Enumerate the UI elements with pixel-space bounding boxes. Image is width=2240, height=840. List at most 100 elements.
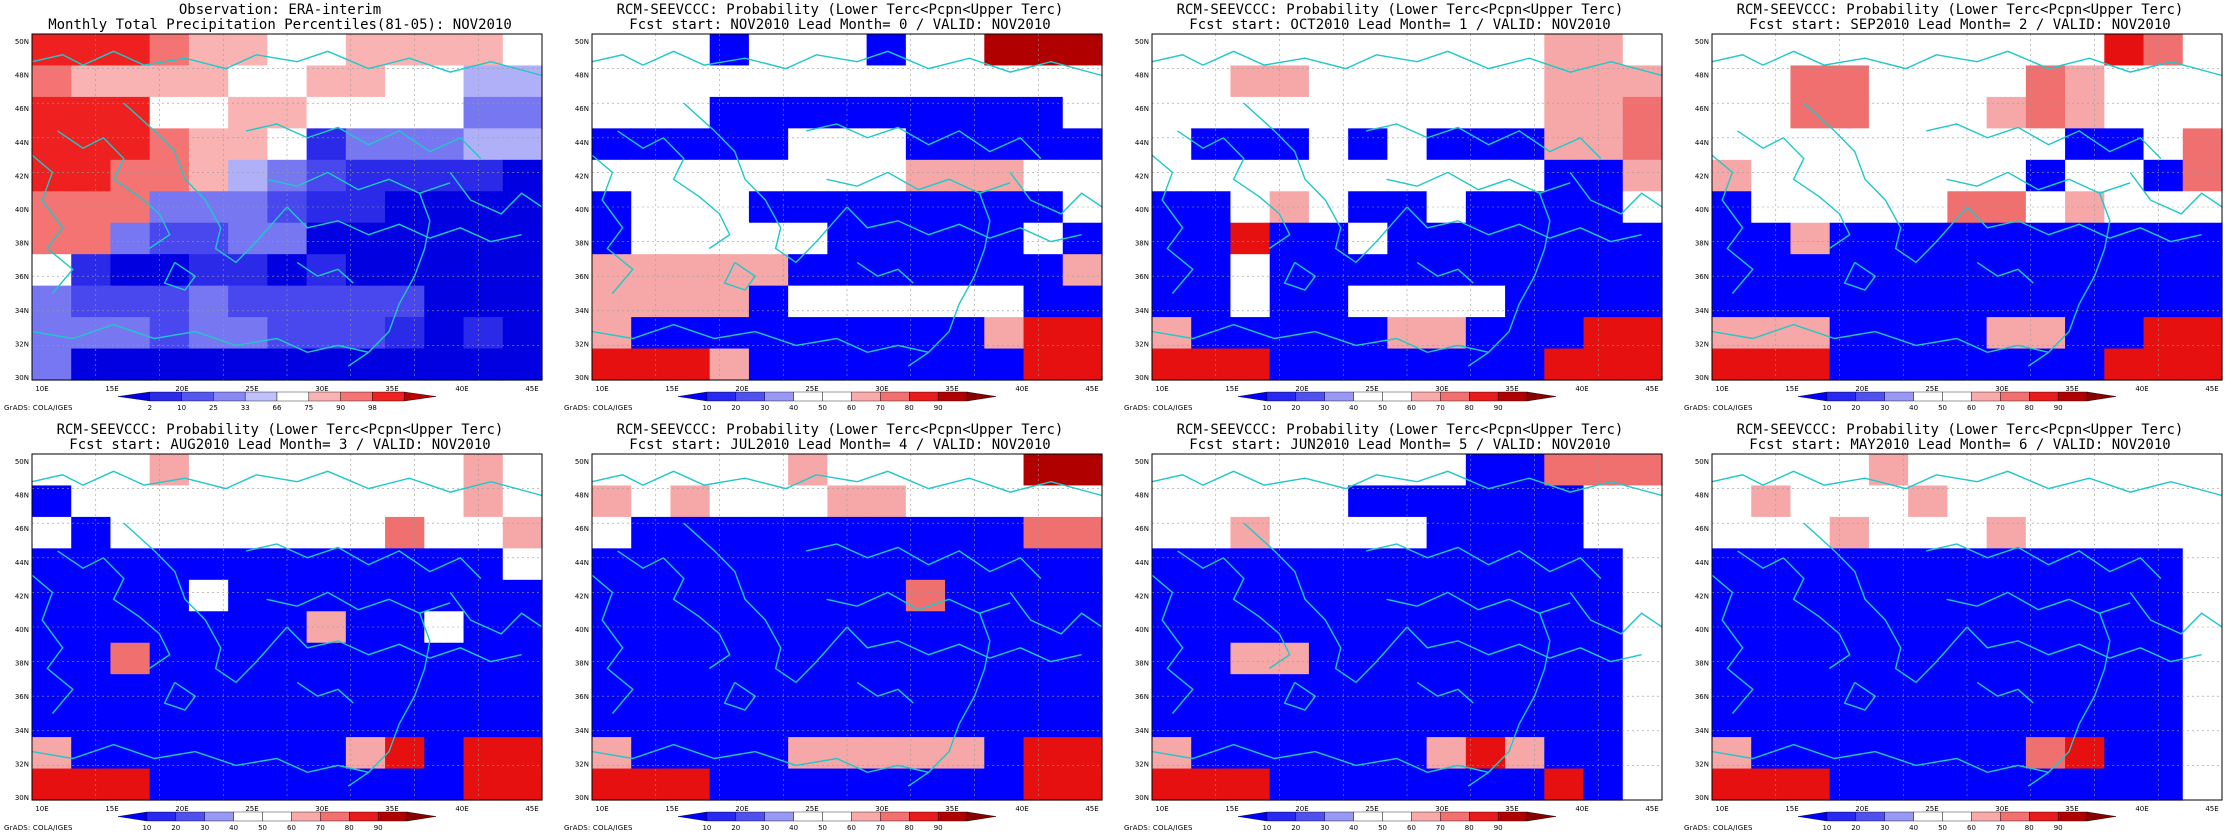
- grid-cell: [1622, 642, 1663, 675]
- map-svg: 10E 15E 20E 25E 30E 35E 40E 45E 50N 48N 46N 44N 42N 4…: [575, 33, 1103, 412]
- grid-cell: [1062, 737, 1103, 770]
- grid-cell: [631, 516, 672, 549]
- grid-cell: [670, 128, 711, 161]
- grid-cell: [1308, 65, 1349, 98]
- grads-credit: GrADS: COLA/IGES: [564, 824, 633, 832]
- grid-cell: [2143, 34, 2184, 67]
- grid-cell: [2104, 642, 2145, 675]
- grid-cell: [1829, 768, 1870, 801]
- grid-cell: [385, 222, 425, 255]
- grid-cell: [306, 454, 347, 487]
- colorbar-segment: [793, 391, 823, 402]
- grid-cell: [905, 65, 946, 98]
- colorbar-tick-label: 30: [1880, 404, 1889, 412]
- grid-cell: [1191, 485, 1232, 518]
- colorbar-segment: [308, 391, 341, 402]
- grid-cell: [709, 642, 750, 675]
- grid-cell: [1062, 254, 1103, 287]
- grid-cell: [670, 768, 711, 801]
- grid-cell: [1544, 737, 1585, 770]
- grid-cell: [188, 579, 229, 612]
- grid-cell: [463, 34, 504, 67]
- grid-cell: [1908, 768, 1948, 801]
- grid-cell: [228, 579, 268, 612]
- grid-cell: [1544, 516, 1585, 549]
- colorbar-tick-label: 50: [1378, 824, 1387, 832]
- colorbar-segment: [937, 811, 968, 822]
- grid-cell: [71, 159, 112, 192]
- map-frame: [1151, 33, 1663, 381]
- grid-cell: [1712, 674, 1752, 707]
- colorbar-tick-label: 70: [1996, 824, 2005, 832]
- y-tick-label: 34N: [575, 307, 589, 315]
- grid-cell: [1986, 485, 2027, 518]
- grid-cell: [670, 642, 711, 675]
- grid-cell: [1908, 96, 1948, 129]
- grid-cell: [748, 548, 789, 581]
- grid-cell: [1790, 579, 1831, 612]
- grid-cell: [71, 737, 112, 770]
- grid-cell: [2182, 128, 2223, 161]
- panel-title: RCM-SEEVCCC: Probability (Lower Terc<Pcp…: [1176, 422, 1624, 438]
- colorbar-segment: [2057, 811, 2088, 822]
- grid-cell: [1908, 674, 1948, 707]
- grid-cell: [110, 128, 151, 161]
- grid-cell: [984, 254, 1025, 287]
- colorbar-tick-label: 30: [1880, 824, 1889, 832]
- grid-cell: [1269, 96, 1310, 129]
- grid-cell: [1583, 705, 1624, 738]
- grid-cell: [592, 768, 632, 801]
- grid-cell: [463, 348, 504, 381]
- x-tick-label: 15E: [665, 805, 678, 813]
- y-tick-label: 38N: [575, 660, 589, 668]
- grid-cell: [905, 548, 946, 581]
- grid-cell: [748, 222, 789, 255]
- colorbar-tick-label: 98: [368, 404, 377, 412]
- colorbar-segment: [1411, 811, 1441, 822]
- x-tick-label: 35E: [385, 805, 398, 813]
- map-frame: [1151, 453, 1663, 801]
- grid-cell: [1023, 768, 1064, 801]
- grid-cell: [424, 705, 465, 738]
- grid-cell: [1790, 548, 1831, 581]
- grid-cell: [1426, 737, 1467, 770]
- x-tick-label: 20E: [1295, 385, 1308, 393]
- grid-cell: [385, 516, 425, 549]
- grid-cell: [502, 737, 543, 770]
- grid-cell: [1230, 348, 1271, 381]
- colorbar-segment: [966, 391, 997, 402]
- grid-cell: [1544, 285, 1585, 318]
- grid-cell: [1348, 705, 1388, 738]
- grid-cells: [1152, 34, 1663, 381]
- grid-cell: [984, 34, 1025, 67]
- map-panel-5: RCM-SEEVCCC: Probability (Lower Terc<Pcp…: [0, 420, 560, 840]
- grid-cell: [385, 768, 425, 801]
- grid-cell: [905, 128, 946, 161]
- grid-cell: [1790, 285, 1831, 318]
- grid-cell: [1751, 65, 1792, 98]
- grid-cell: [2182, 96, 2223, 129]
- colorbar-segment: [1942, 391, 1972, 402]
- grid-cell: [1583, 34, 1624, 67]
- grid-cell: [110, 485, 151, 518]
- grid-cell: [1829, 642, 1870, 675]
- grid-cell: [788, 254, 828, 287]
- grid-cell: [1544, 768, 1585, 801]
- y-tick-label: 40N: [575, 206, 589, 214]
- grid-cell: [1062, 96, 1103, 129]
- y-tick-label: 42N: [1135, 592, 1149, 600]
- grid-cell: [945, 485, 985, 518]
- colorbar-tick-label: 40: [1349, 404, 1358, 412]
- grid-cell: [2065, 96, 2105, 129]
- grid-cell: [1348, 285, 1388, 318]
- y-tick-label: 48N: [15, 72, 29, 80]
- grid-cell: [345, 34, 386, 67]
- grid-cell: [424, 737, 465, 770]
- grid-cell: [1544, 348, 1585, 381]
- colorbar-segment: [735, 811, 765, 822]
- colorbar-tick-label: 10: [1822, 824, 1831, 832]
- y-tick-label: 38N: [1695, 240, 1709, 248]
- grid-cell: [1269, 348, 1310, 381]
- colorbar: 10 20 30 40 50 60 70 80 90: [1797, 391, 2117, 412]
- grid-cell: [709, 96, 750, 129]
